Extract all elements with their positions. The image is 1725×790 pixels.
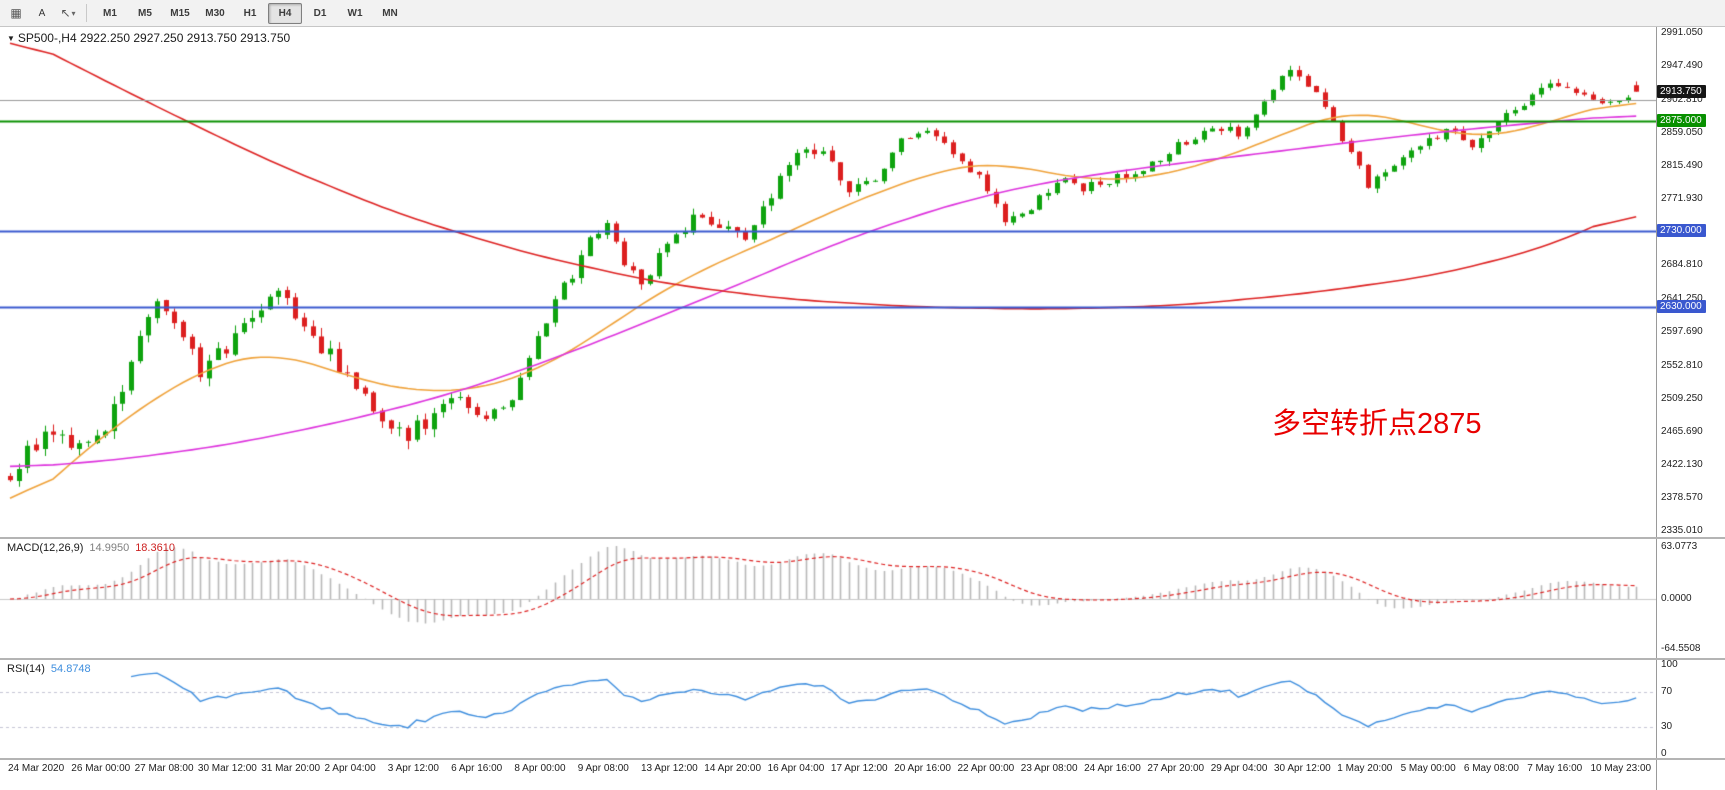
time-axis-label: 20 Apr 16:00 [894, 763, 951, 774]
price-axis-label: 2597.690 [1661, 325, 1703, 337]
time-axis-label: 2 Apr 04:00 [324, 763, 376, 774]
timeframe-button-m5[interactable]: M5 [138, 7, 152, 19]
time-axis-label: 14 Apr 20:00 [704, 763, 762, 774]
macd-canvas[interactable] [0, 539, 1656, 658]
chevron-down-icon: ▾ [71, 8, 76, 18]
time-axis-label: 9 Apr 08:00 [577, 763, 629, 774]
price-axis-label: 2552.810 [1661, 359, 1703, 371]
price-axis-label: 2422.130 [1661, 458, 1703, 470]
time-axis-label: 23 Apr 08:00 [1020, 763, 1078, 774]
price-axis-label: 2641.250 [1661, 292, 1703, 304]
panel-splitter-macd[interactable] [0, 537, 1725, 539]
time-axis-label: 1 May 20:00 [1337, 763, 1393, 774]
chart-title: ▼ SP500-,H4 2922.250 2927.250 2913.750 29… [7, 31, 290, 45]
price-axis-label: 2947.490 [1661, 60, 1703, 72]
macd-signal-value: 18.3610 [135, 542, 175, 554]
time-axis-label: 13 Apr 12:00 [641, 763, 698, 774]
time-axis-label: 27 Mar 08:00 [134, 763, 194, 774]
panel-splitter-rsi[interactable] [0, 658, 1725, 660]
price-axis[interactable] [1656, 26, 1725, 790]
chart-text-annotation[interactable]: 多空转折点2875 [1272, 408, 1482, 440]
chart-title-text: SP500-,H4 2922.250 2927.250 2913.750 291… [17, 31, 291, 45]
price-axis-label: 2684.810 [1661, 259, 1703, 271]
rsi-axis-100: 100 [1661, 659, 1678, 670]
annotation-tool-button[interactable]: A [38, 7, 46, 19]
rsi-label: RSI(14) [7, 663, 45, 675]
time-axis-divider [0, 758, 1725, 760]
time-axis-label: 30 Apr 12:00 [1274, 763, 1331, 774]
rsi-axis-70: 70 [1661, 686, 1673, 697]
macd-main-value: 14.9950 [89, 542, 130, 554]
macd-axis-zero: 0.0000 [1661, 593, 1692, 604]
time-axis-label: 5 May 00:00 [1400, 763, 1456, 774]
price-axis-label: 2465.690 [1661, 425, 1703, 437]
time-axis-label: 6 Apr 16:00 [451, 763, 503, 774]
collapse-triangle-icon[interactable]: ▼ [7, 34, 15, 43]
price-axis-label: 2378.570 [1661, 491, 1703, 503]
price-badge: 2913.750 [1657, 84, 1706, 98]
price-axis-label: 2991.050 [1661, 27, 1703, 38]
time-axis-label: 22 Apr 00:00 [957, 763, 1015, 774]
timeframe-button-w1[interactable]: W1 [347, 7, 363, 19]
macd-axis-max: 63.0773 [1661, 541, 1698, 552]
price-axis-label: 2859.050 [1661, 127, 1703, 139]
rsi-value: 54.8748 [50, 663, 91, 675]
price-badge: 2630.000 [1657, 300, 1706, 314]
time-axis-label: 8 Apr 00:00 [514, 763, 566, 774]
price-axis-label: 2509.250 [1661, 392, 1703, 404]
macd-label: MACD(12,26,9) [7, 542, 84, 554]
timeframe-button-m1[interactable]: M1 [103, 7, 117, 19]
timeframe-button-m15[interactable]: M15 [170, 7, 190, 19]
price-axis-label: 2335.010 [1661, 525, 1703, 536]
cursor-tool-button[interactable]: ↖ ▾ [56, 2, 80, 24]
toolbar: ▦ A ↖ ▾ M1 M5 M15 M30 H1 H4 D1 W1 MN [0, 0, 1725, 27]
macd-axis-min: -64.5508 [1661, 643, 1701, 654]
time-axis[interactable]: 24 Mar 2020 26 Mar 00:00 27 Mar 08:00 30 Ma… [0, 760, 1656, 790]
timeframe-button-d1[interactable]: D1 [313, 7, 327, 19]
time-axis-label: 26 Mar 00:00 [71, 763, 131, 774]
cursor-icon: ↖ [60, 6, 71, 20]
time-axis-label: 16 Apr 04:00 [767, 763, 825, 774]
price-axis-label: 2815.490 [1661, 160, 1703, 172]
time-axis-label: 24 Mar 2020 [8, 763, 65, 774]
rsi-axis-0: 0 [1661, 748, 1667, 759]
time-axis-label: 24 Apr 16:00 [1084, 763, 1141, 774]
timeframe-group: M1 M5 M15 M30 H1 H4 D1 W1 MN [93, 2, 407, 24]
rsi-header: RSI(14) 54.8748 [7, 663, 91, 675]
price-axis-label: 2771.930 [1661, 193, 1703, 205]
time-axis-label: 3 Apr 12:00 [387, 763, 439, 774]
price-chart-canvas[interactable] [0, 26, 1656, 537]
rsi-canvas[interactable] [0, 660, 1656, 758]
time-axis-label: 29 Apr 04:00 [1210, 763, 1268, 774]
chart-window-icon[interactable]: ▦ [10, 6, 22, 20]
price-badge: 2875.000 [1657, 114, 1706, 128]
timeframe-button-h4[interactable]: H4 [268, 2, 302, 24]
timeframe-button-m30[interactable]: M30 [205, 7, 225, 19]
time-axis-label: 30 Mar 12:00 [197, 763, 257, 774]
price-badge: 2730.000 [1657, 224, 1706, 238]
time-axis-label: 17 Apr 12:00 [830, 763, 888, 774]
macd-header: MACD(12,26,9) 14.9950 18.3610 [7, 542, 175, 554]
time-axis-label: 10 May 23:00 [1590, 763, 1652, 774]
toolbar-separator [86, 4, 87, 22]
time-axis-label: 7 May 16:00 [1527, 763, 1583, 774]
time-axis-label: 31 Mar 20:00 [261, 763, 321, 774]
timeframe-button-mn[interactable]: MN [382, 7, 398, 19]
price-axis-label: 2902.810 [1661, 93, 1703, 105]
time-axis-label: 6 May 08:00 [1463, 763, 1519, 774]
time-axis-label: 27 Apr 20:00 [1147, 763, 1205, 774]
timeframe-button-h1[interactable]: H1 [243, 7, 257, 19]
rsi-axis-30: 30 [1661, 721, 1673, 732]
